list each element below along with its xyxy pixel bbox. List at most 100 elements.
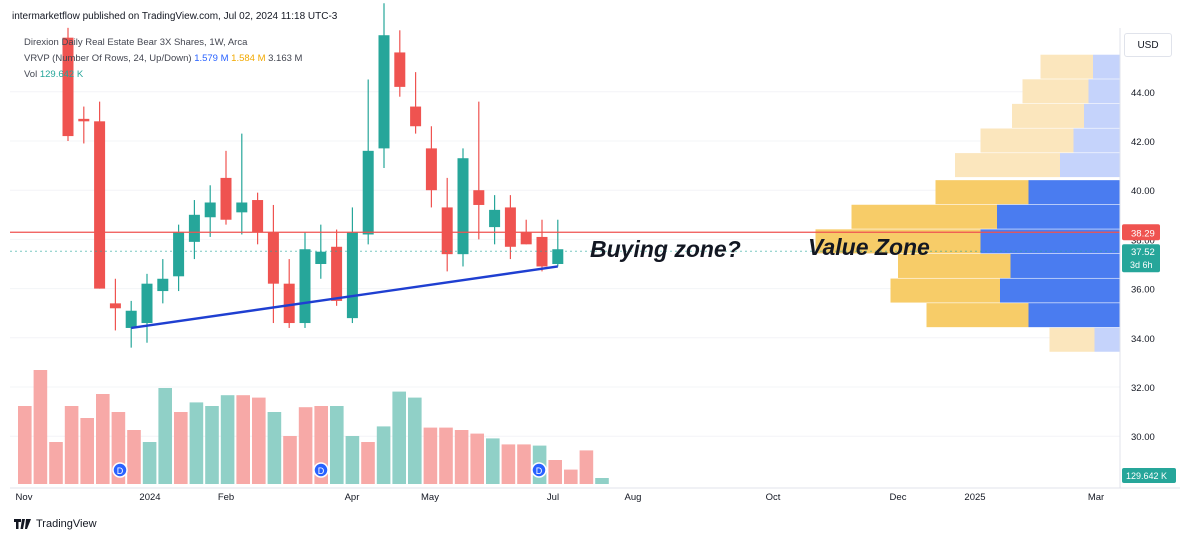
candle-body <box>188 214 200 242</box>
candle-body <box>457 158 469 255</box>
volume-bar <box>158 388 172 484</box>
volume-bar <box>517 444 531 484</box>
candle-body <box>410 106 422 127</box>
candle-body <box>315 251 327 264</box>
publish-line: intermarketflow published on TradingView… <box>12 11 338 22</box>
candle-body <box>62 37 74 137</box>
price-tick-label: 44.00 <box>1131 88 1155 99</box>
volume-bar <box>64 406 79 484</box>
annotation-buying-zone: Buying zone? <box>590 236 741 262</box>
time-tick-label: Apr <box>345 492 360 503</box>
volume-profile-up-bar <box>1028 303 1120 328</box>
price-tick-label: 34.00 <box>1131 334 1155 345</box>
candle-body <box>78 118 90 122</box>
candle-body <box>520 232 532 245</box>
candle-body <box>346 232 358 319</box>
dividend-marker-label: D <box>536 466 543 476</box>
volume-bar <box>205 406 219 484</box>
volume-profile-up-bar <box>1084 103 1120 128</box>
tradingview-brand[interactable]: TradingView <box>14 518 97 530</box>
candle-body <box>425 148 437 191</box>
volume-profile-up-bar <box>1088 79 1120 104</box>
candle-body <box>109 303 121 309</box>
volume-bar <box>142 442 157 484</box>
vol-line[interactable]: Vol 129.642 K <box>24 69 83 80</box>
candle-body <box>473 190 485 205</box>
volume-profile-up-bar <box>997 204 1120 229</box>
volume-bar <box>564 469 578 484</box>
time-tick-label: 2024 <box>139 492 160 503</box>
volume-bar <box>345 436 360 484</box>
price-tick-label: 30.00 <box>1131 432 1155 443</box>
volume-bar <box>220 395 235 484</box>
poc-price-badge <box>1122 224 1160 241</box>
time-tick-label: May <box>421 492 439 503</box>
volume-profile-down-bar <box>815 229 981 254</box>
price-tick-label: 32.00 <box>1131 383 1155 394</box>
volume-bar <box>595 478 609 484</box>
volume-bar <box>423 427 438 484</box>
candle-body <box>220 177 232 220</box>
last-price-label: 37.52 <box>1131 247 1155 258</box>
candle-body <box>173 232 185 277</box>
currency-button[interactable]: USD <box>1124 33 1172 57</box>
volume-profile-down-bar <box>1022 79 1089 104</box>
volume-profile-down-bar <box>898 253 1011 278</box>
volume-bar <box>80 418 94 484</box>
dividend-marker <box>313 462 329 478</box>
volume-profile-down-bar <box>890 278 1000 303</box>
symbol-line[interactable]: Direxion Daily Real Estate Bear 3X Share… <box>24 37 248 48</box>
candle-body <box>125 310 137 328</box>
volume-profile-down-bar <box>1049 327 1095 352</box>
trend-line[interactable] <box>131 265 558 330</box>
volume-bar <box>548 460 562 484</box>
time-tick-label: 2025 <box>964 492 985 503</box>
candle-body <box>299 249 311 324</box>
poc-price-label: 38.29 <box>1131 228 1155 239</box>
candle-body <box>504 207 516 247</box>
vol-label: Vol <box>24 69 38 80</box>
volume-profile <box>815 54 1120 352</box>
volume-profile-up-bar <box>1060 153 1120 178</box>
dividend-marker <box>531 462 547 478</box>
volume-profile-down-bar <box>1012 103 1084 128</box>
last-price-badge <box>1122 244 1160 273</box>
vrvp-total-value: 3.163 M <box>268 53 303 64</box>
volume-bar <box>96 394 110 484</box>
volume-bar <box>501 444 516 484</box>
candle-body <box>552 249 564 264</box>
volume-profile-up-bar <box>1094 327 1120 352</box>
volume-bar <box>486 438 500 484</box>
dividend-marker-label: D <box>117 466 124 476</box>
volume-bar <box>470 433 484 484</box>
dividend-marker <box>112 462 128 478</box>
candlesticks <box>62 3 564 348</box>
candle-body <box>441 207 453 255</box>
candle-body <box>157 278 169 292</box>
volume-profile-up-bar <box>1010 253 1120 278</box>
volume-profile-up-bar <box>1028 180 1120 205</box>
volume-bar <box>174 412 188 484</box>
volume-profile-down-bar <box>980 128 1074 153</box>
vrvp-line[interactable]: VRVP (Number Of Rows, 24, Up/Down) 1.579… <box>24 53 302 64</box>
tradingview-label: TradingView <box>36 518 97 530</box>
candle-body <box>331 246 343 301</box>
volume-profile-down-bar <box>955 153 1060 178</box>
time-tick-label: Mar <box>1088 492 1104 503</box>
candle-body <box>489 209 501 228</box>
volume-bar <box>127 430 141 484</box>
volume-profile-up-bar <box>1093 54 1120 79</box>
time-tick-label: Dec <box>890 492 907 503</box>
dividend-marker-label: D <box>318 466 325 476</box>
volume-value-label: 129.642 K <box>1126 471 1167 481</box>
time-axis[interactable]: Nov 2024 Feb Apr May Jul Aug Oct Dec 2025 Mar <box>16 492 1105 503</box>
price-axis[interactable]: 44.00 42.00 40.00 38.00 36.00 34.00 32.00 30.00… <box>10 28 1180 489</box>
vol-value: 129.642 K <box>39 69 84 80</box>
tradingview-logo-icon <box>14 519 31 529</box>
volume-profile-up-bar <box>980 229 1120 254</box>
volume-bar <box>283 436 297 484</box>
volume-bar <box>439 427 453 484</box>
